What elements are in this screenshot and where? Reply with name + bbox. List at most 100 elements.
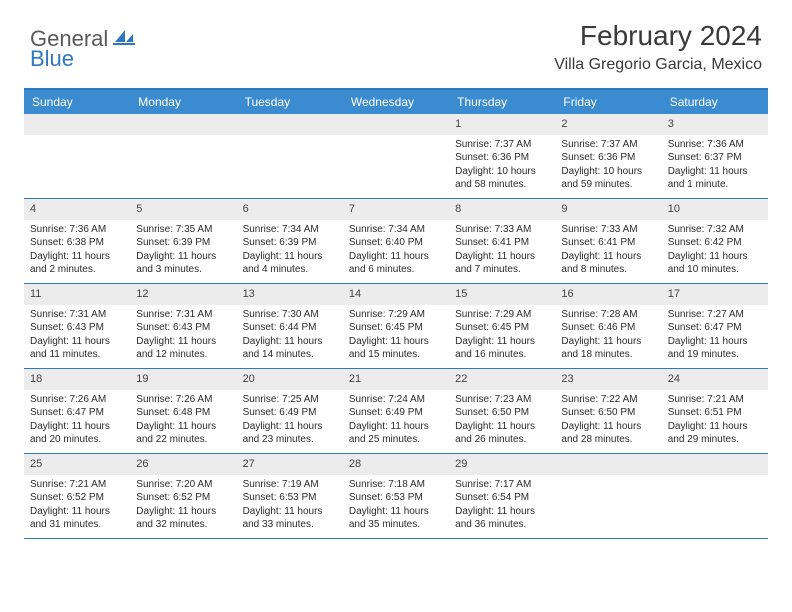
day-cell: 9Sunrise: 7:33 AMSunset: 6:41 PMDaylight… — [555, 199, 661, 283]
logo-sail-icon — [113, 28, 135, 51]
day-cell: 6Sunrise: 7:34 AMSunset: 6:39 PMDaylight… — [237, 199, 343, 283]
week-row: 1Sunrise: 7:37 AMSunset: 6:36 PMDaylight… — [24, 114, 768, 199]
day-number: 7 — [343, 199, 449, 220]
day-line: Sunset: 6:49 PM — [349, 406, 443, 420]
day-line: Daylight: 11 hours — [349, 420, 443, 434]
day-cell: 25Sunrise: 7:21 AMSunset: 6:52 PMDayligh… — [24, 454, 130, 538]
day-cell: 2Sunrise: 7:37 AMSunset: 6:36 PMDaylight… — [555, 114, 661, 198]
day-line: Sunrise: 7:21 AM — [668, 393, 762, 407]
day-cell: 29Sunrise: 7:17 AMSunset: 6:54 PMDayligh… — [449, 454, 555, 538]
day-line: Daylight: 11 hours — [30, 250, 124, 264]
location: Villa Gregorio Garcia, Mexico — [554, 56, 762, 74]
day-line: Daylight: 11 hours — [455, 335, 549, 349]
day-body: Sunrise: 7:19 AMSunset: 6:53 PMDaylight:… — [237, 475, 343, 538]
day-line: Sunrise: 7:25 AM — [243, 393, 337, 407]
day-line: Sunset: 6:44 PM — [243, 321, 337, 335]
day-body: Sunrise: 7:17 AMSunset: 6:54 PMDaylight:… — [449, 475, 555, 538]
day-line: and 15 minutes. — [349, 348, 443, 362]
day-line: Daylight: 11 hours — [561, 335, 655, 349]
day-body: Sunrise: 7:21 AMSunset: 6:52 PMDaylight:… — [24, 475, 130, 538]
day-body: Sunrise: 7:21 AMSunset: 6:51 PMDaylight:… — [662, 390, 768, 453]
day-body: Sunrise: 7:31 AMSunset: 6:43 PMDaylight:… — [130, 305, 236, 368]
day-cell: 19Sunrise: 7:26 AMSunset: 6:48 PMDayligh… — [130, 369, 236, 453]
day-cell: 1Sunrise: 7:37 AMSunset: 6:36 PMDaylight… — [449, 114, 555, 198]
day-line: and 4 minutes. — [243, 263, 337, 277]
day-line: Sunset: 6:50 PM — [561, 406, 655, 420]
day-body: Sunrise: 7:33 AMSunset: 6:41 PMDaylight:… — [449, 220, 555, 283]
day-number: 4 — [24, 199, 130, 220]
day-line: Sunrise: 7:28 AM — [561, 308, 655, 322]
day-line: Daylight: 11 hours — [561, 250, 655, 264]
day-body: Sunrise: 7:34 AMSunset: 6:39 PMDaylight:… — [237, 220, 343, 283]
week-row: 4Sunrise: 7:36 AMSunset: 6:38 PMDaylight… — [24, 199, 768, 284]
day-header-cell: Friday — [555, 90, 661, 114]
day-line: Sunset: 6:38 PM — [30, 236, 124, 250]
day-body: Sunrise: 7:28 AMSunset: 6:46 PMDaylight:… — [555, 305, 661, 368]
day-cell: 11Sunrise: 7:31 AMSunset: 6:43 PMDayligh… — [24, 284, 130, 368]
day-line: and 19 minutes. — [668, 348, 762, 362]
day-line: and 16 minutes. — [455, 348, 549, 362]
day-cell: 21Sunrise: 7:24 AMSunset: 6:49 PMDayligh… — [343, 369, 449, 453]
day-cell: 12Sunrise: 7:31 AMSunset: 6:43 PMDayligh… — [130, 284, 236, 368]
day-body: Sunrise: 7:35 AMSunset: 6:39 PMDaylight:… — [130, 220, 236, 283]
day-line: Daylight: 11 hours — [455, 420, 549, 434]
day-line: Sunrise: 7:35 AM — [136, 223, 230, 237]
day-number: 17 — [662, 284, 768, 305]
day-line: Sunset: 6:36 PM — [561, 151, 655, 165]
day-header-cell: Monday — [130, 90, 236, 114]
day-line: and 11 minutes. — [30, 348, 124, 362]
day-number: 23 — [555, 369, 661, 390]
day-line: Daylight: 10 hours — [455, 165, 549, 179]
day-line: and 23 minutes. — [243, 433, 337, 447]
day-body: Sunrise: 7:25 AMSunset: 6:49 PMDaylight:… — [237, 390, 343, 453]
day-line: Sunrise: 7:19 AM — [243, 478, 337, 492]
day-number: 20 — [237, 369, 343, 390]
day-number: 19 — [130, 369, 236, 390]
day-line: and 10 minutes. — [668, 263, 762, 277]
day-line: and 33 minutes. — [243, 518, 337, 532]
day-body: Sunrise: 7:29 AMSunset: 6:45 PMDaylight:… — [449, 305, 555, 368]
day-body — [662, 475, 768, 484]
day-line: Sunset: 6:53 PM — [243, 491, 337, 505]
day-line: Sunset: 6:52 PM — [136, 491, 230, 505]
day-line: and 32 minutes. — [136, 518, 230, 532]
day-line: and 1 minute. — [668, 178, 762, 192]
day-line: Sunrise: 7:36 AM — [668, 138, 762, 152]
day-body — [237, 135, 343, 144]
day-line: Daylight: 11 hours — [349, 250, 443, 264]
day-number: 14 — [343, 284, 449, 305]
day-cell: 14Sunrise: 7:29 AMSunset: 6:45 PMDayligh… — [343, 284, 449, 368]
day-line: Sunset: 6:36 PM — [455, 151, 549, 165]
day-cell — [555, 454, 661, 538]
day-line: Sunrise: 7:26 AM — [30, 393, 124, 407]
day-number: 28 — [343, 454, 449, 475]
day-number: 5 — [130, 199, 236, 220]
day-cell: 28Sunrise: 7:18 AMSunset: 6:53 PMDayligh… — [343, 454, 449, 538]
day-body: Sunrise: 7:37 AMSunset: 6:36 PMDaylight:… — [555, 135, 661, 198]
day-number — [237, 114, 343, 135]
day-cell: 23Sunrise: 7:22 AMSunset: 6:50 PMDayligh… — [555, 369, 661, 453]
day-line: Sunrise: 7:36 AM — [30, 223, 124, 237]
day-line: Sunset: 6:43 PM — [136, 321, 230, 335]
day-body: Sunrise: 7:18 AMSunset: 6:53 PMDaylight:… — [343, 475, 449, 538]
day-line: Daylight: 11 hours — [455, 505, 549, 519]
day-line: Daylight: 11 hours — [668, 250, 762, 264]
day-cell — [662, 454, 768, 538]
day-cell: 20Sunrise: 7:25 AMSunset: 6:49 PMDayligh… — [237, 369, 343, 453]
day-body — [130, 135, 236, 144]
day-body — [555, 475, 661, 484]
day-cell: 3Sunrise: 7:36 AMSunset: 6:37 PMDaylight… — [662, 114, 768, 198]
day-number: 11 — [24, 284, 130, 305]
day-body: Sunrise: 7:32 AMSunset: 6:42 PMDaylight:… — [662, 220, 768, 283]
day-number: 22 — [449, 369, 555, 390]
day-line: and 59 minutes. — [561, 178, 655, 192]
day-line: and 12 minutes. — [136, 348, 230, 362]
day-line: Sunrise: 7:24 AM — [349, 393, 443, 407]
day-line: Sunset: 6:48 PM — [136, 406, 230, 420]
day-line: and 36 minutes. — [455, 518, 549, 532]
day-cell — [343, 114, 449, 198]
day-cell: 18Sunrise: 7:26 AMSunset: 6:47 PMDayligh… — [24, 369, 130, 453]
day-line: Sunrise: 7:34 AM — [349, 223, 443, 237]
day-cell — [130, 114, 236, 198]
month-title: February 2024 — [554, 20, 762, 52]
